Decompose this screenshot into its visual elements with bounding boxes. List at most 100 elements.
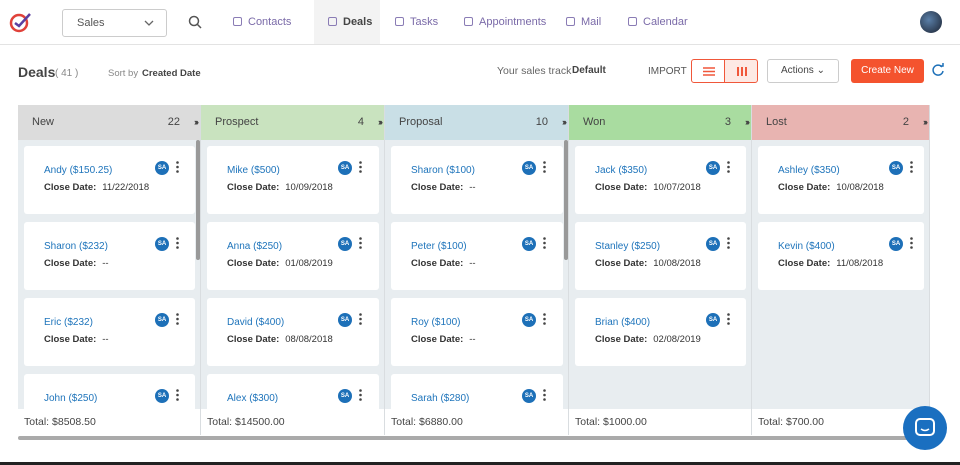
deal-title[interactable]: Alex ($300): [227, 393, 279, 404]
dots-icon: [176, 389, 179, 401]
column-total: Total: $6880.00: [385, 409, 568, 435]
deal-card[interactable]: Andy ($150.25) SA Close Date: 11/22/2018: [24, 146, 195, 214]
close-value: 02/08/2019: [653, 334, 701, 345]
more-menu[interactable]: [359, 236, 362, 249]
deal-title[interactable]: Sharon ($232): [44, 241, 108, 252]
deal-card[interactable]: Roy ($100) SA Close Date: --: [391, 298, 563, 366]
more-menu[interactable]: [910, 160, 913, 173]
deal-title[interactable]: Eric ($232): [44, 317, 93, 328]
dots-icon: [910, 237, 913, 249]
deal-card[interactable]: Jack ($350) SA Close Date: 10/07/2018: [575, 146, 746, 214]
refresh-icon[interactable]: [931, 63, 945, 77]
board-view-button[interactable]: [724, 59, 758, 83]
deal-card[interactable]: Alex ($300) SA: [207, 374, 379, 409]
deal-card[interactable]: Stanley ($250) SA Close Date: 10/08/2018: [575, 222, 746, 290]
nav-icon: [464, 17, 473, 26]
module-name: Sales: [77, 17, 105, 29]
horizontal-scrollbar[interactable]: [18, 436, 930, 440]
import-link[interactable]: IMPORT: [648, 66, 687, 77]
create-button[interactable]: Create New: [851, 59, 924, 83]
actions-button[interactable]: Actions ⌄: [767, 59, 839, 83]
more-menu[interactable]: [727, 236, 730, 249]
more-menu[interactable]: [543, 160, 546, 173]
search-icon[interactable]: [188, 15, 202, 29]
deal-card[interactable]: Ashley ($350) SA Close Date: 10/08/2018: [758, 146, 924, 214]
deal-title[interactable]: Sarah ($280): [411, 393, 470, 404]
close-label: Close Date:: [44, 334, 97, 345]
deal-card[interactable]: David ($400) SA Close Date: 08/08/2018: [207, 298, 379, 366]
more-menu[interactable]: [176, 236, 179, 249]
deal-title[interactable]: Sharon ($100): [411, 165, 475, 176]
more-menu[interactable]: [359, 160, 362, 173]
deal-card[interactable]: Sarah ($280) SA: [391, 374, 563, 409]
deal-title[interactable]: Roy ($100): [411, 317, 461, 328]
more-menu[interactable]: [727, 312, 730, 325]
track-value[interactable]: Default: [572, 65, 606, 76]
close-label: Close Date:: [778, 258, 831, 269]
column: Proposal 10 ››› Sharon ($100) SA Close Date: -…: [385, 105, 569, 435]
deal-card[interactable]: Anna ($250) SA Close Date: 01/08/2019: [207, 222, 379, 290]
dots-icon: [176, 313, 179, 325]
close-date: Close Date: --: [411, 258, 476, 269]
avatar[interactable]: [920, 11, 942, 33]
deal-card[interactable]: John ($250) SA: [24, 374, 195, 409]
deal-title[interactable]: Jack ($350): [595, 165, 648, 176]
deal-card[interactable]: Eric ($232) SA Close Date: --: [24, 298, 195, 366]
deal-title[interactable]: Mike ($500): [227, 165, 280, 176]
nav-item[interactable]: Calendar: [643, 16, 688, 28]
more-menu[interactable]: [359, 312, 362, 325]
close-label: Close Date:: [595, 258, 648, 269]
logo[interactable]: [8, 11, 32, 33]
more-menu[interactable]: [359, 388, 362, 401]
deal-card[interactable]: Sharon ($232) SA Close Date: --: [24, 222, 195, 290]
more-menu[interactable]: [727, 160, 730, 173]
dots-icon: [359, 237, 362, 249]
more-menu[interactable]: [543, 312, 546, 325]
nav-item[interactable]: Contacts: [248, 16, 292, 28]
deal-card[interactable]: Mike ($500) SA Close Date: 10/09/2018: [207, 146, 379, 214]
nav-icon: [395, 17, 404, 26]
deal-title[interactable]: Kevin ($400): [778, 241, 835, 252]
deal-title[interactable]: Peter ($100): [411, 241, 467, 252]
close-value: 10/08/2018: [653, 258, 701, 269]
more-menu[interactable]: [543, 388, 546, 401]
owner-badge: SA: [155, 161, 169, 175]
deal-card[interactable]: Peter ($100) SA Close Date: --: [391, 222, 563, 290]
more-menu[interactable]: [176, 388, 179, 401]
dots-icon: [359, 389, 362, 401]
more-menu[interactable]: [543, 236, 546, 249]
module-select[interactable]: Sales: [62, 9, 167, 37]
deal-title[interactable]: David ($400): [227, 317, 285, 328]
deal-card[interactable]: Brian ($400) SA Close Date: 02/08/2019: [575, 298, 746, 366]
nav-item[interactable]: Mail: [581, 16, 602, 28]
bottom-edge: [0, 462, 960, 465]
column-total: Total: $14500.00: [201, 409, 384, 435]
nav-item[interactable]: Appointments: [479, 16, 547, 28]
deal-title[interactable]: Anna ($250): [227, 241, 283, 252]
list-view-button[interactable]: [691, 59, 725, 83]
close-label: Close Date:: [595, 182, 648, 193]
deal-title[interactable]: Ashley ($350): [778, 165, 840, 176]
nav-item[interactable]: Deals: [343, 16, 373, 28]
chat-button[interactable]: [903, 406, 947, 450]
owner-badge: SA: [155, 313, 169, 327]
deal-title[interactable]: Andy ($150.25): [44, 165, 113, 176]
board-icon: [737, 67, 747, 76]
column-count: 10: [535, 116, 548, 128]
deal-title[interactable]: John ($250): [44, 393, 98, 404]
top-nav: Sales Contacts Deals Tasks Appointments Mail…: [0, 0, 960, 45]
deal-title[interactable]: Stanley ($250): [595, 241, 661, 252]
dots-icon: [543, 313, 546, 325]
deal-card[interactable]: Kevin ($400) SA Close Date: 11/08/2018: [758, 222, 924, 290]
close-label: Close Date:: [595, 334, 648, 345]
more-menu[interactable]: [910, 236, 913, 249]
more-menu[interactable]: [176, 160, 179, 173]
close-value: 11/08/2018: [836, 258, 884, 269]
sort-value[interactable]: Created Date: [142, 68, 201, 79]
deal-card[interactable]: Sharon ($100) SA Close Date: --: [391, 146, 563, 214]
nav-item[interactable]: Tasks: [410, 16, 439, 28]
column-total: Total: $1000.00: [569, 409, 751, 435]
more-menu[interactable]: [176, 312, 179, 325]
deal-title[interactable]: Brian ($400): [595, 317, 651, 328]
nav-icon: [628, 17, 637, 26]
